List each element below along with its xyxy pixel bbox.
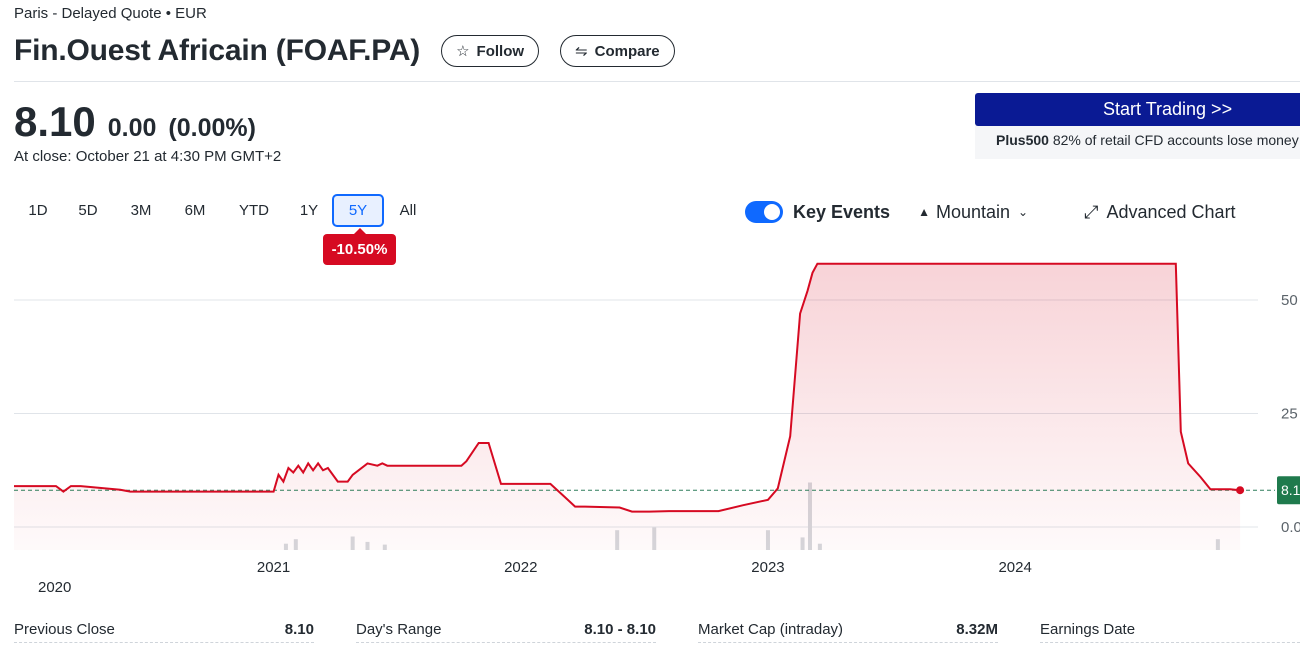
- chart-line: [14, 262, 1241, 513]
- y-tick-label: 25: [1281, 406, 1298, 423]
- ad-disclaimer: Plus500 82% of retail CFD accounts lose …: [975, 132, 1300, 148]
- stat-label: Day's Range: [356, 621, 442, 638]
- stat-label: Previous Close: [14, 621, 115, 638]
- range-3m[interactable]: 3M: [130, 202, 152, 219]
- chart-type-dropdown[interactable]: ▲ Mountain ⌄: [918, 202, 1028, 223]
- range-5d[interactable]: 5D: [78, 202, 98, 219]
- compare-icon: ⇋: [575, 43, 588, 60]
- follow-button[interactable]: ☆ Follow: [441, 35, 540, 67]
- ad-banner[interactable]: Start Trading >> Plus500 82% of retail C…: [975, 93, 1300, 159]
- range-performance-badge: -10.50%: [323, 228, 396, 265]
- x-tick-label: 2022: [504, 559, 537, 576]
- last-price-label: 8.10: [1281, 482, 1300, 498]
- stat-market-cap: Market Cap (intraday) 8.32M: [698, 621, 998, 643]
- x-tick-label: 2023: [751, 559, 784, 576]
- stat-value: 8.32M: [956, 621, 998, 638]
- x-tick-label: 2021: [257, 559, 290, 576]
- header-divider: [14, 81, 1300, 82]
- stat-label: Earnings Date: [1040, 621, 1136, 638]
- chart-tools: Key Events ▲ Mountain ⌄ ⤢ Advanced Chart: [745, 198, 1236, 226]
- y-tick-label: 0.0: [1281, 519, 1300, 536]
- follow-label: Follow: [476, 42, 525, 60]
- range-ytd[interactable]: YTD: [239, 202, 269, 219]
- mountain-icon: ▲: [918, 205, 930, 219]
- ad-disclaimer-text: 82% of retail CFD accounts lose money: [1052, 132, 1299, 148]
- advanced-chart-button[interactable]: ⤢ Advanced Chart: [1084, 202, 1235, 223]
- ad-brand: Plus500: [996, 132, 1049, 148]
- stat-label: Market Cap (intraday): [698, 621, 844, 638]
- last-price-dot: [1236, 486, 1245, 495]
- chart-type-label: Mountain: [935, 201, 1011, 222]
- x-tick-label: 2024: [998, 559, 1031, 576]
- page-title: Fin.Ouest Africain (FOAF.PA): [14, 34, 421, 67]
- exchange-label: Paris - Delayed Quote • EUR: [14, 5, 207, 22]
- title-row: Fin.Ouest Africain (FOAF.PA) ☆ Follow ⇋ …: [14, 34, 675, 68]
- start-trading-button[interactable]: Start Trading >>: [975, 93, 1300, 126]
- stat-value: 8.10: [284, 621, 314, 638]
- price-change-percent: (0.00%): [168, 114, 256, 142]
- star-icon: ☆: [456, 43, 470, 60]
- stat-value: 8.10 - 8.10: [584, 621, 656, 638]
- range-5y[interactable]: 5Y: [332, 194, 384, 227]
- close-time: At close: October 21 at 4:30 PM GMT+2: [14, 148, 282, 165]
- x-start-label: 2020: [38, 579, 71, 596]
- stats-row: Previous Close 8.10 Day's Range 8.10 - 8…: [14, 621, 1300, 643]
- y-tick-label: 50: [1281, 292, 1298, 309]
- quote-row: 8.10 0.00 (0.00%): [14, 98, 256, 146]
- stat-earnings-date: Earnings Date: [1040, 621, 1300, 643]
- compare-label: Compare: [594, 42, 660, 60]
- expand-icon: ⤢: [1084, 201, 1099, 222]
- chart-area: [14, 263, 1241, 550]
- stat-days-range: Day's Range 8.10 - 8.10: [356, 621, 656, 643]
- key-events-label: Key Events: [793, 201, 891, 222]
- advanced-chart-label: Advanced Chart: [1106, 201, 1236, 222]
- stat-previous-close: Previous Close 8.10: [14, 621, 314, 643]
- compare-button[interactable]: ⇋ Compare: [560, 35, 675, 67]
- price-change: 0.00: [107, 114, 157, 142]
- toggle-knob: [764, 204, 780, 220]
- price: 8.10: [14, 98, 96, 145]
- chevron-down-icon: ⌄: [1018, 205, 1029, 219]
- range-1d[interactable]: 1D: [28, 202, 48, 219]
- range-1y[interactable]: 1Y: [299, 202, 319, 219]
- key-events-toggle[interactable]: [745, 201, 783, 223]
- range-selector: 1D 5D 3M 6M YTD 1Y 5Y All: [14, 194, 432, 227]
- range-all[interactable]: All: [399, 202, 417, 219]
- range-6m[interactable]: 6M: [184, 202, 206, 219]
- last-price-badge: [1277, 476, 1300, 505]
- price-chart[interactable]: 0.0 25 50 2021 2022 2023 2024 2020 8.10: [0, 245, 1300, 600]
